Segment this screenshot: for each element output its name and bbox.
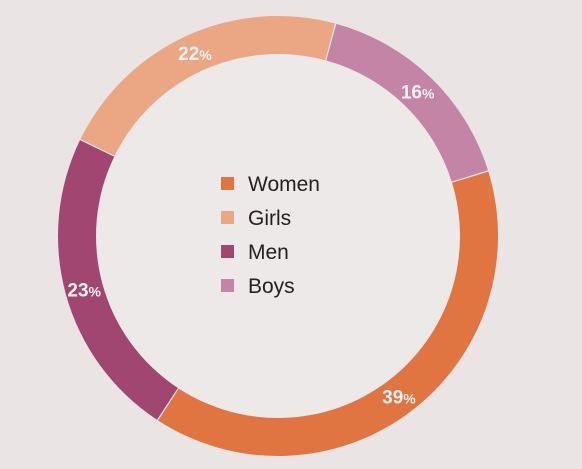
legend-item-men: Men xyxy=(221,241,289,264)
legend-label: Boys xyxy=(248,275,295,298)
legend-label: Women xyxy=(248,173,320,196)
slice-boys xyxy=(326,23,488,182)
legend-swatch xyxy=(221,211,234,224)
legend-item-boys: Boys xyxy=(221,275,295,298)
slice-label-boys: 16% xyxy=(401,82,435,103)
donut-slices xyxy=(58,16,498,456)
slice-women xyxy=(158,171,498,456)
slice-girls xyxy=(80,16,336,156)
legend-label: Girls xyxy=(248,207,291,230)
legend-swatch xyxy=(221,279,234,292)
slice-label-girls: 22% xyxy=(178,44,212,65)
legend-swatch xyxy=(221,245,234,258)
donut-hole xyxy=(96,54,460,418)
legend-swatch xyxy=(221,177,234,190)
slice-label-men: 23% xyxy=(67,280,101,301)
slice-labels: 22% 16% 39% 23% xyxy=(67,44,435,409)
legend-label: Men xyxy=(248,241,289,264)
slice-label-women: 39% xyxy=(382,388,416,409)
legend-item-girls: Girls xyxy=(221,207,291,230)
legend: Women Girls Men Boys xyxy=(221,173,320,298)
legend-item-women: Women xyxy=(221,173,320,196)
slice-men xyxy=(58,140,178,420)
